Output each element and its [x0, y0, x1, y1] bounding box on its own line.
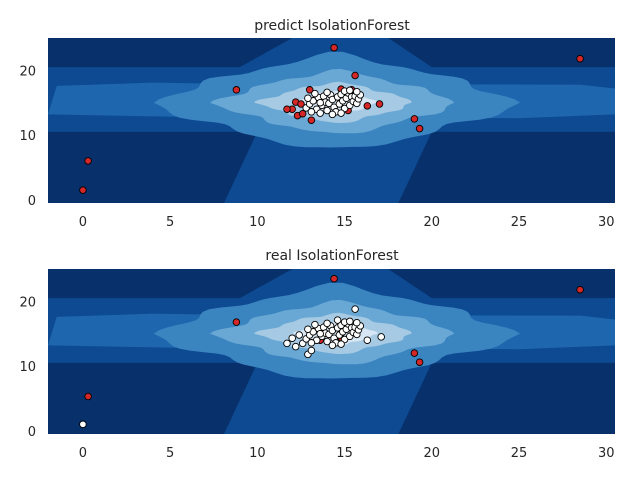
- data-point: [304, 94, 312, 102]
- data-point: [304, 325, 312, 333]
- data-point: [291, 342, 300, 351]
- chart-title: real IsolationForest: [265, 248, 399, 264]
- data-point: [330, 43, 338, 52]
- x-tick-label: 25: [511, 446, 528, 461]
- data-point: [410, 115, 419, 123]
- data-point: [79, 186, 87, 194]
- data-point: [323, 106, 331, 115]
- data-point: [323, 319, 331, 328]
- data-point: [415, 358, 424, 366]
- contour-background: [48, 38, 615, 203]
- data-point: [307, 116, 316, 124]
- data-point: [333, 316, 342, 324]
- x-tick-label: 15: [336, 215, 353, 230]
- subplot-predict: predict IsolationForest 0 5 10 15 20 25 30 0 10 2…: [19, 18, 615, 230]
- data-point: [84, 392, 92, 401]
- data-point: [316, 109, 324, 117]
- x-tick-label: 10: [249, 446, 266, 461]
- data-point: [298, 109, 307, 118]
- y-tick-label: 0: [28, 425, 36, 440]
- x-tick-label: 5: [166, 446, 174, 461]
- data-point: [316, 98, 324, 107]
- data-point: [328, 341, 337, 350]
- data-point: [288, 334, 296, 342]
- data-point: [295, 331, 303, 339]
- subplot-real: real IsolationForest 0 5 10 15 20 25 30 0 10 20: [19, 248, 615, 461]
- data-point: [410, 349, 419, 357]
- data-point: [363, 102, 372, 110]
- contour-background: [48, 269, 615, 434]
- data-point: [576, 285, 584, 294]
- data-point: [351, 71, 359, 80]
- data-point: [307, 346, 316, 355]
- data-point: [84, 157, 92, 165]
- data-point: [363, 336, 372, 344]
- data-point: [576, 54, 584, 63]
- data-point: [353, 318, 361, 327]
- data-point: [328, 110, 337, 119]
- data-point: [305, 86, 314, 94]
- x-tick-label: 0: [79, 446, 87, 461]
- data-point: [316, 329, 324, 338]
- data-point: [307, 108, 316, 116]
- plot-area: 0 5 10 15 20 25 30 0 10 20: [19, 38, 615, 230]
- y-tick-label: 0: [28, 194, 36, 209]
- y-tick-label: 10: [19, 360, 36, 375]
- data-point: [323, 337, 331, 346]
- x-tick-label: 30: [598, 446, 615, 461]
- data-point: [415, 124, 424, 133]
- data-point: [323, 88, 331, 97]
- data-point: [330, 274, 338, 283]
- data-point: [377, 333, 385, 341]
- scatter-points: [79, 274, 584, 429]
- data-point: [346, 317, 354, 326]
- data-point: [351, 305, 359, 313]
- data-point: [232, 318, 241, 326]
- chart-title: predict IsolationForest: [254, 18, 410, 34]
- data-point: [311, 89, 319, 98]
- data-point: [375, 100, 384, 108]
- data-point: [297, 100, 305, 108]
- x-tick-label: 20: [424, 446, 441, 461]
- data-point: [307, 339, 316, 347]
- x-tick-label: 20: [424, 215, 441, 230]
- data-point: [337, 340, 345, 348]
- data-point: [346, 86, 354, 95]
- scatter-points: [79, 43, 584, 194]
- data-point: [283, 105, 291, 113]
- data-point: [337, 109, 345, 117]
- x-tick-label: 10: [249, 215, 266, 230]
- x-tick-label: 15: [336, 446, 353, 461]
- plot-area: 0 5 10 15 20 25 30 0 10 20: [19, 269, 615, 461]
- x-tick-label: 0: [79, 215, 87, 230]
- x-tick-label: 30: [598, 215, 615, 230]
- data-point: [283, 339, 291, 348]
- data-point: [353, 87, 361, 96]
- x-tick-label: 5: [166, 215, 174, 230]
- y-tick-label: 20: [19, 295, 36, 310]
- y-tick-label: 10: [19, 129, 36, 144]
- data-point: [232, 86, 241, 94]
- x-tick-label: 25: [511, 215, 528, 230]
- y-tick-label: 20: [19, 64, 36, 79]
- data-point: [79, 420, 87, 429]
- data-point: [311, 320, 319, 329]
